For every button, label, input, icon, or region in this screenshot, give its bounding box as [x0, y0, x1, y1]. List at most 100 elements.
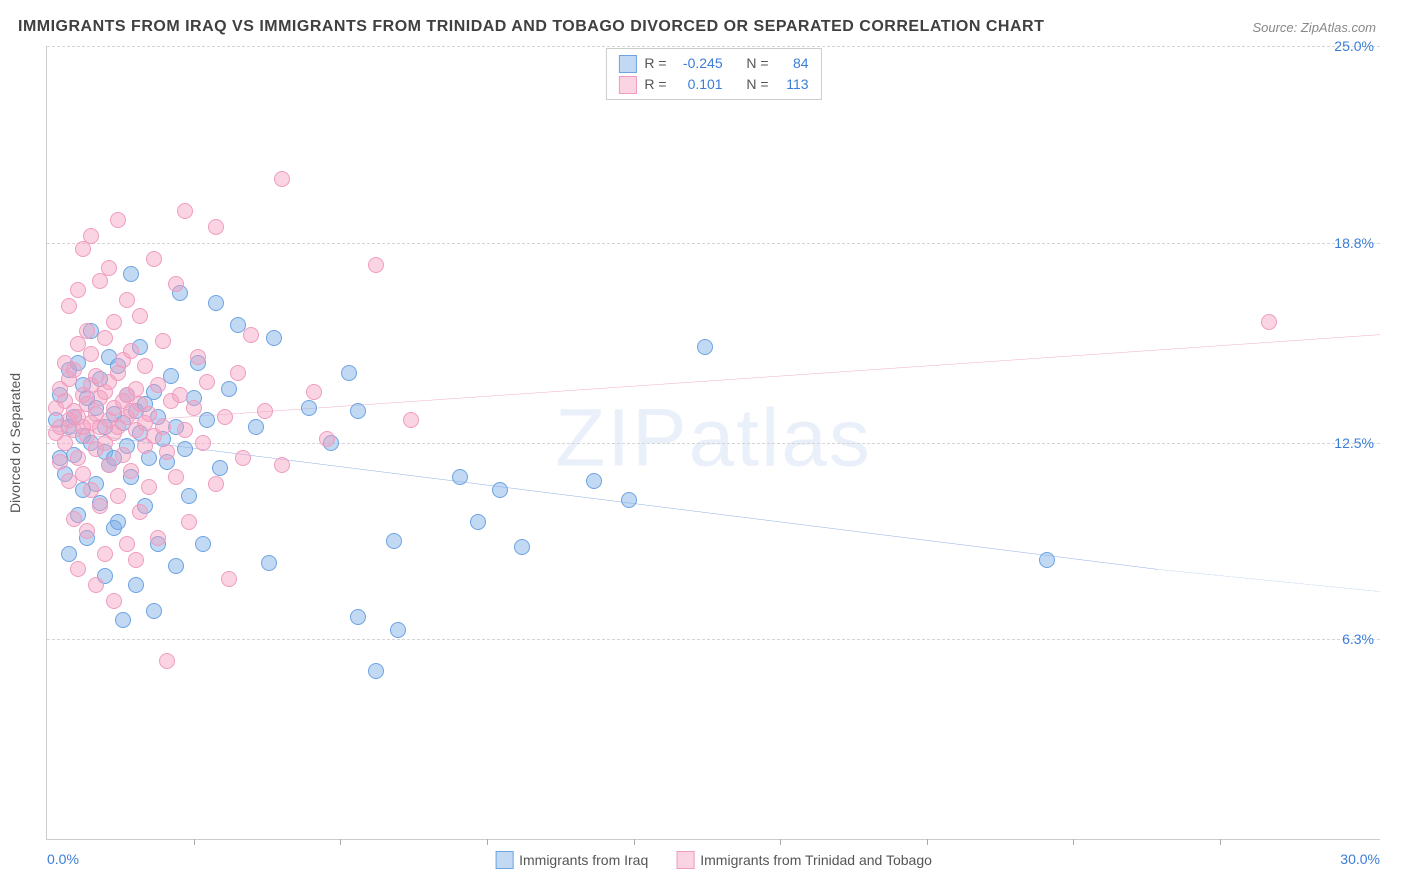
- scatter-point: [199, 412, 215, 428]
- scatter-point: [261, 555, 277, 571]
- scatter-point: [70, 450, 86, 466]
- scatter-point: [70, 282, 86, 298]
- gridline: [47, 243, 1380, 244]
- legend-item: Immigrants from Iraq: [495, 851, 648, 869]
- x-axis-min-label: 0.0%: [47, 851, 79, 867]
- scatter-point: [66, 511, 82, 527]
- scatter-point: [208, 476, 224, 492]
- scatter-point: [106, 314, 122, 330]
- x-tick: [1073, 839, 1074, 845]
- trend-line: [47, 430, 1158, 570]
- x-axis-max-label: 30.0%: [1340, 851, 1380, 867]
- gridline: [47, 443, 1380, 444]
- scatter-point: [350, 403, 366, 419]
- gridline: [47, 46, 1380, 47]
- scatter-point: [195, 435, 211, 451]
- stat-n-value: 84: [777, 53, 809, 74]
- series-swatch: [618, 76, 636, 94]
- scatter-point: [70, 561, 86, 577]
- stat-n-label: N =: [746, 53, 768, 74]
- scatter-point: [115, 612, 131, 628]
- scatter-point: [132, 504, 148, 520]
- scatter-point: [586, 473, 602, 489]
- scatter-point: [83, 228, 99, 244]
- scatter-point: [221, 381, 237, 397]
- legend-item: Immigrants from Trinidad and Tobago: [676, 851, 932, 869]
- scatter-point: [386, 533, 402, 549]
- scatter-point: [128, 552, 144, 568]
- scatter-point: [212, 460, 228, 476]
- scatter-point: [452, 469, 468, 485]
- legend-label: Immigrants from Trinidad and Tobago: [700, 852, 932, 868]
- scatter-point: [230, 365, 246, 381]
- scatter-point: [155, 419, 171, 435]
- x-tick: [487, 839, 488, 845]
- y-tick-label: 12.5%: [1334, 435, 1374, 451]
- trend-line-extrapolated: [1158, 569, 1380, 591]
- scatter-point: [195, 536, 211, 552]
- scatter-point: [181, 488, 197, 504]
- scatter-point: [146, 251, 162, 267]
- scatter-point: [208, 219, 224, 235]
- scatter-point: [274, 457, 290, 473]
- source-attribution: Source: ZipAtlas.com: [1252, 20, 1376, 35]
- chart-title: IMMIGRANTS FROM IRAQ VS IMMIGRANTS FROM …: [18, 18, 1044, 36]
- scatter-point: [403, 412, 419, 428]
- scatter-point: [350, 609, 366, 625]
- stats-row: R =0.101 N =113: [618, 74, 808, 95]
- plot-area: ZIPatlas R =-0.245 N =84R =0.101 N =113 …: [46, 46, 1380, 840]
- scatter-point: [248, 419, 264, 435]
- scatter-point: [150, 377, 166, 393]
- scatter-point: [368, 663, 384, 679]
- scatter-point: [110, 514, 126, 530]
- stat-r-label: R =: [644, 53, 666, 74]
- scatter-point: [128, 381, 144, 397]
- x-tick: [780, 839, 781, 845]
- scatter-point: [106, 593, 122, 609]
- scatter-point: [97, 546, 113, 562]
- correlation-stats-box: R =-0.245 N =84R =0.101 N =113: [605, 48, 821, 100]
- scatter-point: [110, 212, 126, 228]
- scatter-point: [79, 323, 95, 339]
- scatter-point: [697, 339, 713, 355]
- series-swatch: [618, 55, 636, 73]
- scatter-point: [199, 374, 215, 390]
- scatter-point: [186, 400, 202, 416]
- y-tick-label: 6.3%: [1342, 631, 1374, 647]
- scatter-point: [390, 622, 406, 638]
- scatter-point: [123, 463, 139, 479]
- trend-line: [47, 335, 1380, 427]
- scatter-point: [146, 603, 162, 619]
- scatter-point: [621, 492, 637, 508]
- scatter-point: [141, 479, 157, 495]
- scatter-point: [208, 295, 224, 311]
- scatter-point: [115, 447, 131, 463]
- scatter-point: [470, 514, 486, 530]
- scatter-point: [150, 530, 166, 546]
- scatter-point: [141, 406, 157, 422]
- y-tick-label: 18.8%: [1334, 235, 1374, 251]
- scatter-point: [132, 308, 148, 324]
- scatter-point: [235, 450, 251, 466]
- scatter-point: [61, 546, 77, 562]
- scatter-point: [306, 384, 322, 400]
- scatter-point: [177, 203, 193, 219]
- scatter-point: [92, 498, 108, 514]
- scatter-point: [168, 558, 184, 574]
- watermark: ZIPatlas: [555, 391, 872, 485]
- scatter-point: [319, 431, 335, 447]
- stat-r-value: 0.101: [675, 74, 723, 95]
- legend-label: Immigrants from Iraq: [519, 852, 648, 868]
- chart-legend: Immigrants from Iraq Immigrants from Trin…: [495, 851, 932, 869]
- scatter-point: [75, 466, 91, 482]
- scatter-point: [168, 276, 184, 292]
- gridline: [47, 639, 1380, 640]
- scatter-point: [221, 571, 237, 587]
- scatter-point: [168, 469, 184, 485]
- scatter-point: [301, 400, 317, 416]
- scatter-point: [66, 362, 82, 378]
- legend-swatch: [676, 851, 694, 869]
- stat-n-value: 113: [777, 74, 809, 95]
- legend-swatch: [495, 851, 513, 869]
- scatter-point: [119, 536, 135, 552]
